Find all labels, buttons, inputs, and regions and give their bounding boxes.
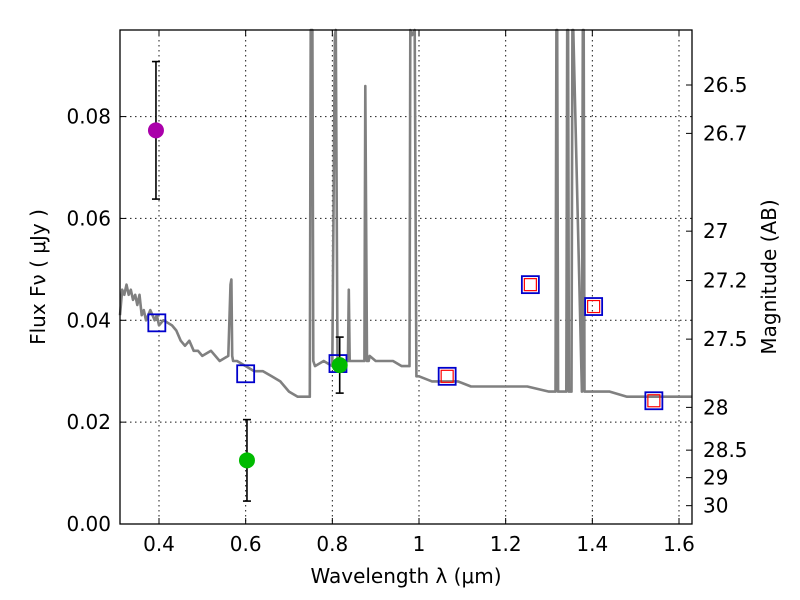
y-axis-label: Flux Fν ( μJy ): [26, 209, 50, 345]
observed-photometry-square: [440, 369, 454, 383]
y-tick-label: 0.00: [66, 512, 111, 536]
model-photometry-square: [644, 391, 664, 411]
right-tick-label: 29: [703, 466, 728, 490]
right-tick-label: 26.7: [703, 121, 748, 145]
x-tick-label: 1: [413, 532, 426, 556]
x-tick-label: 1.6: [663, 532, 695, 556]
observed-photometry-circle: [147, 122, 164, 139]
model-photometry-square: [437, 366, 457, 386]
observed-photometry-circle: [238, 452, 255, 469]
observed-photometry-square: [587, 299, 601, 314]
right-tick-label: 26.5: [703, 73, 748, 97]
grid-lines: [120, 30, 692, 524]
x-tick-label: 0.6: [230, 532, 262, 556]
y-tick-label: 0.08: [66, 105, 111, 129]
model-photometry-square: [520, 275, 540, 295]
y-tick-label: 0.04: [66, 308, 111, 332]
model-photometry-square: [584, 297, 604, 316]
axis-ticks: 0.4 0.6 0.8 1 1.2 1.4 1.6 0.00 0.02 0.04 0.06 0.08 2…: [66, 30, 748, 556]
right-tick-label: 27.2: [703, 269, 748, 293]
sed-line: [118, 28, 692, 399]
x-axis-label: Wavelength λ (μm): [310, 564, 501, 588]
x-tick-label: 1.4: [576, 532, 608, 556]
observed-photometry-square: [523, 278, 537, 292]
right-axis-label: Magnitude (AB): [757, 199, 781, 354]
model-photometry-square: [236, 364, 256, 384]
x-tick-label: 0.4: [143, 532, 175, 556]
right-tick-label: 27: [703, 219, 728, 243]
plot-frame: [119, 29, 693, 525]
y-tick-label: 0.02: [66, 410, 111, 434]
y-tick-label: 0.06: [66, 206, 111, 230]
x-tick-label: 0.8: [316, 532, 348, 556]
observed-photometry-circle: [331, 357, 348, 374]
model-photometry-square: [147, 313, 167, 333]
right-tick-label: 28: [703, 395, 728, 419]
sed-spectrum: [118, 28, 692, 399]
photometry-points: [147, 60, 664, 502]
right-tick-label: 30: [703, 494, 728, 518]
right-tick-label: 28.5: [703, 438, 748, 462]
observed-photometry-square: [647, 394, 661, 408]
x-tick-label: 1.2: [490, 532, 522, 556]
right-tick-label: 27.5: [703, 327, 748, 351]
